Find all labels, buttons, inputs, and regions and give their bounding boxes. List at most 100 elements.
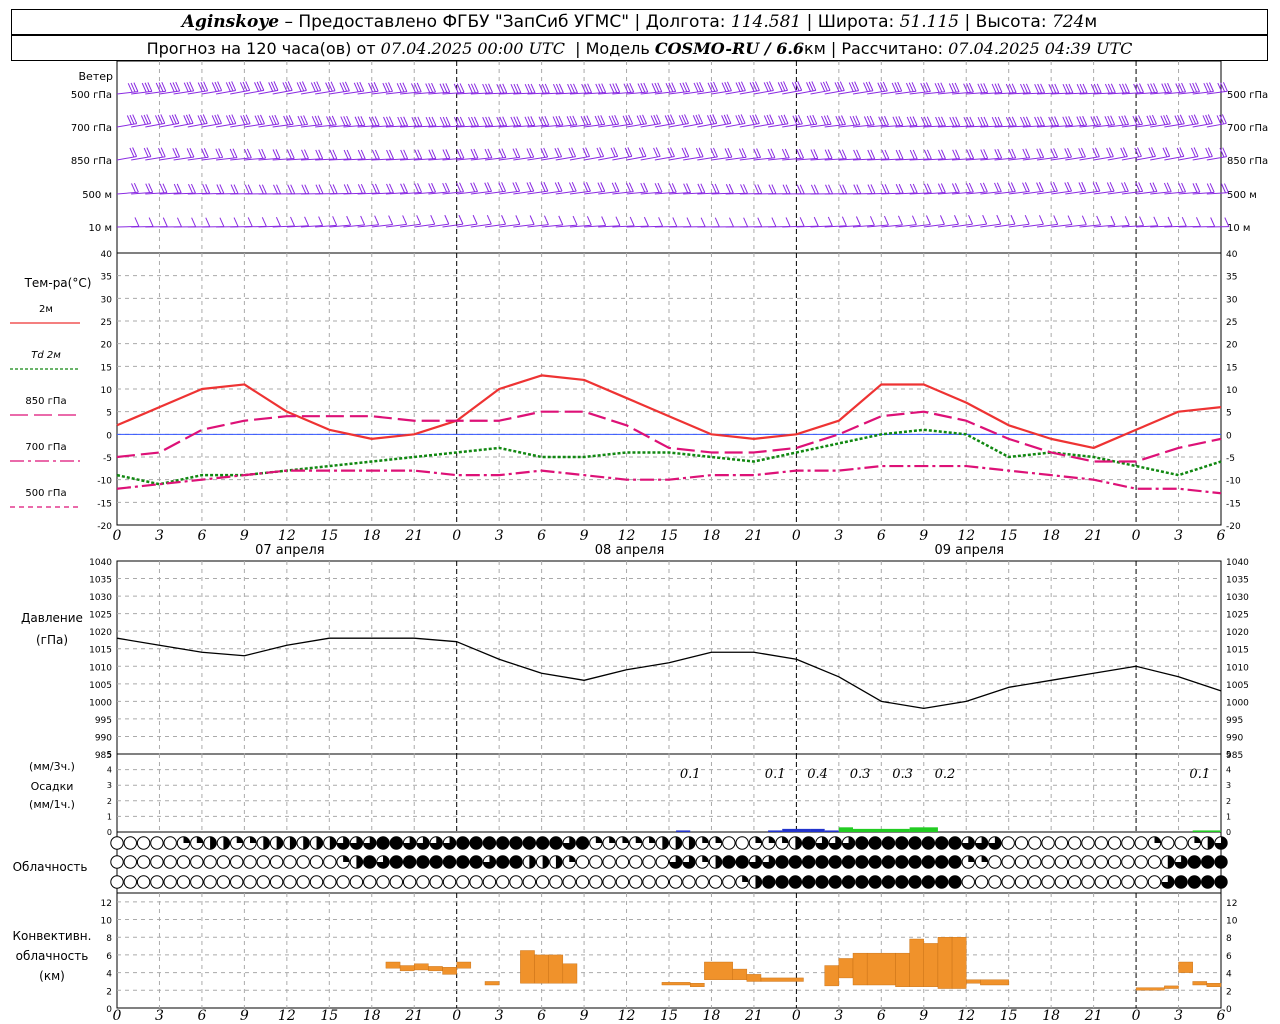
- wind-barb-flag: [1022, 182, 1027, 192]
- wind-barb-flag: [596, 147, 602, 158]
- cloud-symbol: [629, 836, 643, 850]
- wind-barb-flag: [849, 116, 855, 126]
- cloud-symbol: [203, 875, 217, 889]
- wind-barb-shaft: [116, 91, 138, 95]
- cloud-fill: [755, 836, 762, 843]
- wind-barb-flag: [232, 148, 238, 158]
- temp-y-tick-left: 0: [106, 431, 112, 441]
- wind-barb-flag: [268, 115, 274, 126]
- wind-barb-flag: [923, 149, 929, 160]
- temp-legend-item: 500 гПа: [10, 488, 80, 508]
- wind-barb-flag: [980, 83, 986, 93]
- cloud-symbol: [230, 875, 244, 889]
- wind-barb-shaft: [810, 225, 833, 228]
- cloud-circle: [163, 855, 177, 869]
- wind-barb-shaft: [626, 123, 647, 128]
- wind-barb-flag: [641, 147, 647, 157]
- cloud-fill: [1174, 855, 1188, 869]
- wind-barb-shaft: [1107, 156, 1128, 161]
- wind-barb-flag: [342, 82, 348, 92]
- model-unit: км: [804, 38, 826, 58]
- wind-barb: [895, 149, 918, 161]
- bottom-axis-tick-label: 21: [1084, 1008, 1103, 1024]
- wind-barb-flag: [568, 182, 574, 192]
- cloud-circle: [1067, 836, 1082, 850]
- cloud-symbol: [908, 836, 922, 850]
- cloud-fill: [762, 855, 775, 869]
- wind-barb-shaft: [499, 190, 520, 195]
- wind-barb-shaft: [315, 90, 336, 95]
- wind-barb-flag: [276, 184, 281, 194]
- wind-barb-flag: [810, 184, 816, 194]
- wind-barb-flag: [201, 148, 206, 158]
- wind-barb-flag: [709, 114, 715, 125]
- wind-barb-flag: [515, 215, 521, 225]
- wind-barb-flag: [655, 147, 661, 157]
- temp-y-tick-left: 20: [101, 341, 113, 351]
- wind-barb-flag: [600, 115, 606, 125]
- wind-barb-flag: [1181, 216, 1187, 227]
- cloud-symbol: [642, 855, 656, 869]
- wind-barb-flag: [757, 184, 763, 194]
- wind-barb-flag: [1065, 116, 1071, 126]
- wind-barb-shaft: [1136, 91, 1158, 95]
- wind-barb: [867, 115, 889, 128]
- temp-legend-item: 850 гПа: [10, 396, 80, 416]
- wind-barb: [768, 148, 790, 161]
- temp-axis-tick-label: 0: [113, 528, 122, 544]
- wind-barb-flag: [428, 183, 434, 193]
- wind-barb: [343, 81, 365, 95]
- temp-legend-label: 850 гПа: [25, 396, 66, 407]
- wind-barb-shaft: [371, 125, 394, 128]
- wind-barb-shaft: [329, 158, 352, 161]
- conv-y-tick-left: 8: [106, 934, 112, 944]
- temp-axis-tick-label: 6: [877, 528, 886, 544]
- wind-barb-flag: [303, 115, 309, 125]
- cloud-symbol: [735, 836, 749, 850]
- wind-barb-shaft: [569, 92, 592, 95]
- forecast-start: 07.04.2025 00:00 UTC: [380, 38, 565, 58]
- wind-barb-flag: [544, 83, 550, 94]
- cloud-symbol: [110, 836, 124, 850]
- wind-barb-flag: [951, 83, 957, 93]
- wind-barb-flag: [456, 83, 462, 93]
- wind-barb-flag: [828, 184, 833, 194]
- wind-barb: [371, 149, 394, 161]
- wind-barb: [343, 116, 366, 128]
- cloud-symbol: [389, 855, 404, 869]
- wind-barb-flag: [388, 215, 394, 225]
- wind-barb-flag: [963, 83, 969, 93]
- wind-barb-flag: [414, 183, 420, 193]
- conv-y-tick-right: 4: [1226, 970, 1232, 980]
- cloud-circle: [176, 875, 191, 889]
- wind-barb-flag: [330, 81, 336, 91]
- wind-barb: [909, 116, 932, 128]
- wind-barb: [598, 83, 621, 95]
- wind-barb-flag: [926, 149, 932, 160]
- wind-barb-shaft: [145, 156, 166, 161]
- cloud-symbol: [1081, 855, 1095, 869]
- cloud-circle: [934, 855, 949, 869]
- wind-barb-flag: [155, 82, 161, 93]
- wind-barb: [1051, 147, 1072, 161]
- cloud-fill: [669, 855, 682, 869]
- wind-barb-flag: [1209, 82, 1214, 92]
- cloud-symbol: [855, 836, 869, 850]
- wind-barb: [1107, 182, 1129, 195]
- wind-barb-flag: [482, 116, 488, 127]
- wind-barb: [1192, 114, 1213, 128]
- wind-barb: [1036, 148, 1059, 161]
- wind-barb-flag: [371, 149, 377, 160]
- wind-barb-flag: [601, 83, 607, 93]
- cloud-symbol: [376, 855, 390, 869]
- wind-barb-flag: [1207, 114, 1213, 124]
- cloud-circle: [562, 875, 576, 889]
- wind-barb-flag: [671, 183, 677, 193]
- precip-amount-label: 0.2: [935, 767, 956, 782]
- cloud-circle: [642, 875, 656, 889]
- cloud-circle: [1187, 855, 1202, 869]
- wind-barb-flag: [892, 116, 898, 126]
- wind-barb-shaft: [1022, 223, 1044, 228]
- wind-barb-shaft: [1036, 124, 1059, 128]
- wind-barb-flag: [400, 149, 406, 160]
